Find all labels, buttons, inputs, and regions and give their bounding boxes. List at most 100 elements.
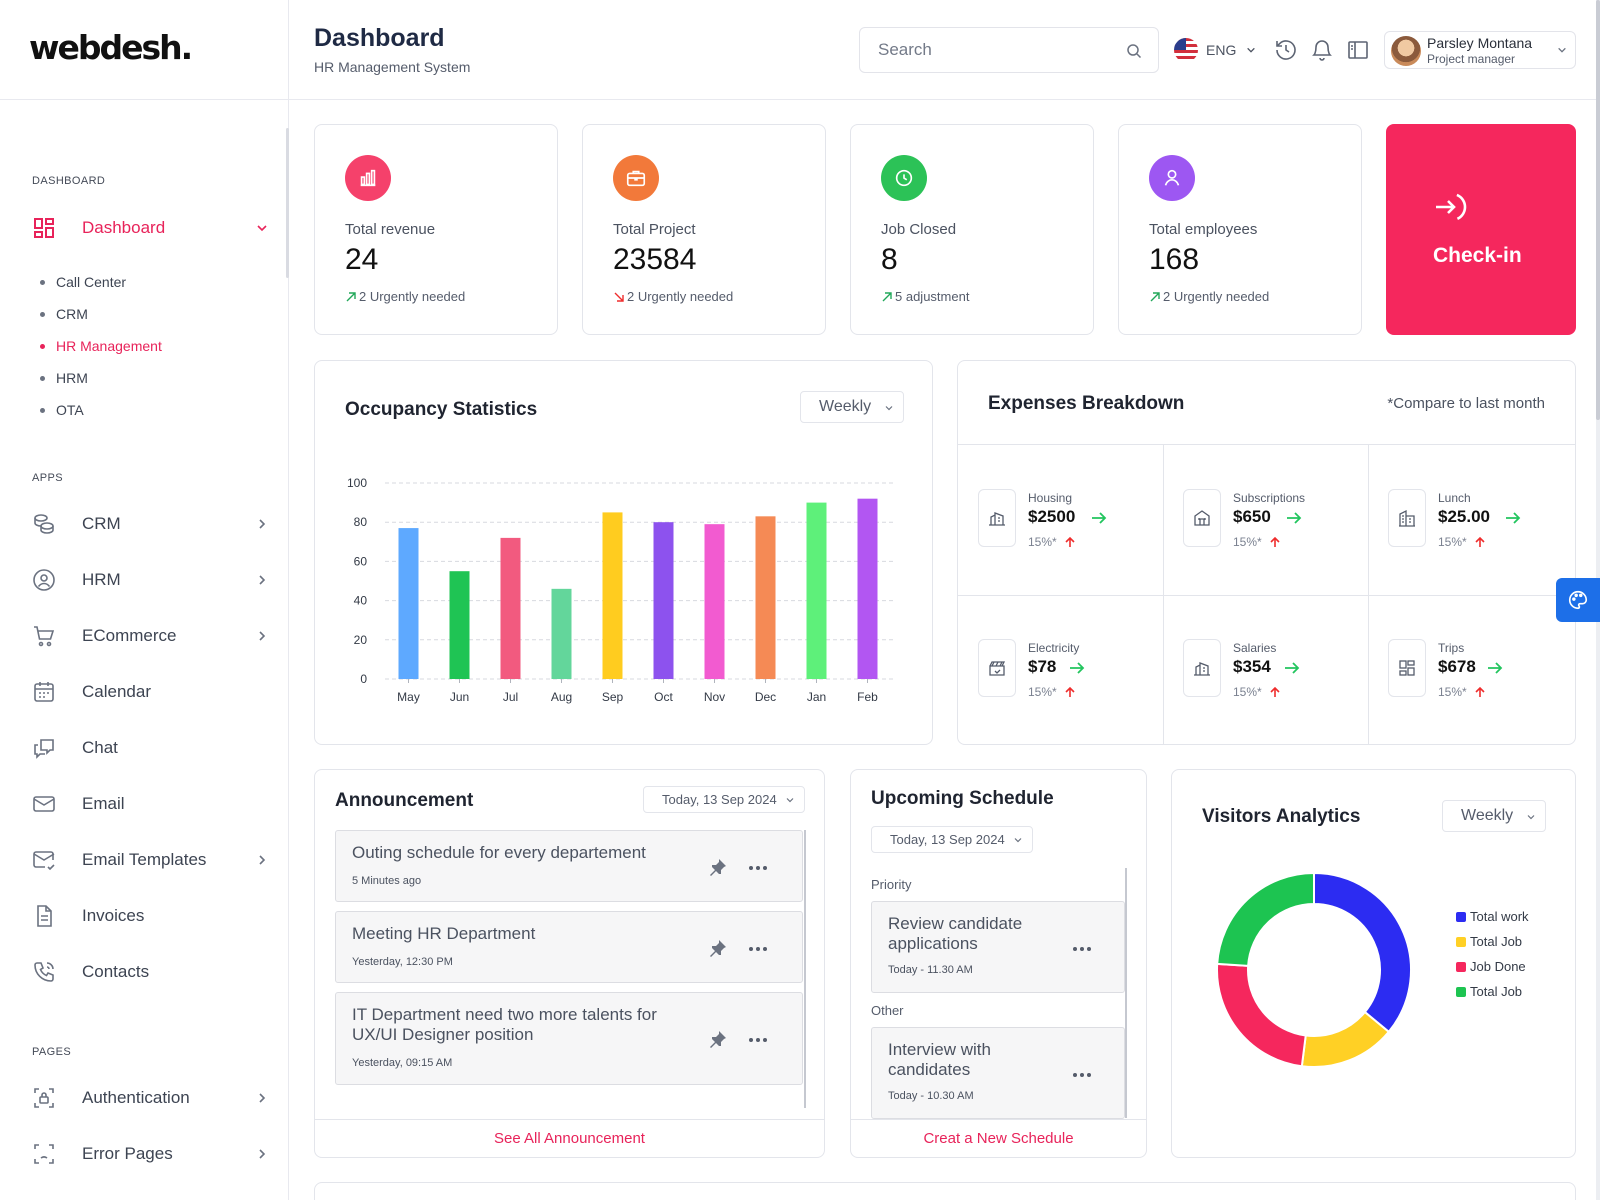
sidebar-item-crm[interactable]: CRM <box>32 507 268 541</box>
list-scrollbar[interactable] <box>804 830 806 1108</box>
sub-item-label: OTA <box>56 402 84 418</box>
sidebar-item-label: Email Templates <box>82 850 207 869</box>
x-tick-label: Feb <box>857 690 878 704</box>
expense-label: Housing <box>1028 491 1073 505</box>
sidebar-toggle-icon[interactable] <box>1346 38 1370 62</box>
stat-card-employees: Total employees 168 2 Urgently needed <box>1118 124 1362 335</box>
palette-icon <box>1569 590 1588 610</box>
more-options-icon[interactable] <box>748 946 768 952</box>
stat-icon-circle <box>345 155 391 201</box>
check-in-button[interactable]: Check-in <box>1386 124 1576 335</box>
cart-icon <box>34 626 55 647</box>
logo-area: webdesh. <box>0 0 288 100</box>
arrow-right-icon <box>1488 662 1503 674</box>
chat-icon <box>34 739 54 759</box>
more-options-icon[interactable] <box>748 865 768 871</box>
expense-percent: 15%* <box>1028 685 1057 699</box>
lock-scan-icon <box>34 1088 54 1108</box>
announcement-item[interactable]: Meeting HR Department Yesterday, 12:30 P… <box>335 911 803 983</box>
language-selector[interactable]: ENG <box>1174 38 1256 62</box>
stat-value: 168 <box>1149 243 1200 276</box>
expense-value: $25.00 <box>1438 507 1490 526</box>
create-schedule-link[interactable]: Creat a New Schedule <box>851 1119 1146 1157</box>
trend-up-icon <box>1150 291 1160 301</box>
sidebar-item-ecommerce[interactable]: ECommerce <box>32 619 268 653</box>
sub-item-label: HR Management <box>56 338 162 354</box>
period-dropdown[interactable]: Weekly <box>800 391 904 423</box>
search-input[interactable] <box>878 40 1118 60</box>
legend-label: Job Done <box>1470 959 1526 974</box>
avatar <box>1391 36 1421 66</box>
see-all-announcement-link[interactable]: See All Announcement <box>315 1119 824 1157</box>
pin-icon[interactable] <box>708 938 728 958</box>
donut-slice <box>1313 871 1412 1034</box>
announcement-item[interactable]: Outing schedule for every departement 5 … <box>335 830 803 902</box>
theme-customizer-button[interactable] <box>1556 578 1600 622</box>
period-dropdown[interactable]: Weekly <box>1442 800 1546 832</box>
sidebar-item-error-pages[interactable]: Error Pages <box>32 1137 268 1171</box>
legend-swatch <box>1456 911 1466 922</box>
expense-electricity[interactable]: Electricity $78 15%* <box>958 595 1163 745</box>
expense-lunch[interactable]: Lunch $25.00 15%* <box>1368 445 1573 595</box>
expense-salaries[interactable]: Salaries $354 15%* <box>1163 595 1368 745</box>
sidebar-item-email[interactable]: Email <box>32 787 268 821</box>
bar-chart-icon <box>360 169 376 187</box>
sidebar-item-label: Email <box>82 794 125 813</box>
bar <box>755 516 776 679</box>
expense-label: Trips <box>1438 641 1465 655</box>
y-tick-label: 40 <box>354 594 368 608</box>
sub-item-hr-management[interactable]: HR Management <box>40 338 162 354</box>
sub-item-hrm[interactable]: HRM <box>40 370 88 386</box>
sidebar-item-hrm[interactable]: HRM <box>32 563 268 597</box>
sub-item-crm[interactable]: CRM <box>40 306 88 322</box>
announcement-item[interactable]: IT Department need two more talents for … <box>335 992 803 1085</box>
sidebar-item-chat[interactable]: Chat <box>32 731 268 765</box>
expense-value: $678 <box>1438 657 1476 676</box>
date-dropdown[interactable]: Today, 13 Sep 2024 <box>643 786 805 813</box>
brand-logo[interactable]: webdesh. <box>29 28 193 67</box>
sidebar-item-calendar[interactable]: Calendar <box>32 675 268 709</box>
schedule-item[interactable]: Review candidate applications Today - 11… <box>871 901 1125 993</box>
search-icon[interactable] <box>1126 43 1142 59</box>
bullet-icon <box>40 343 45 349</box>
list-scrollbar[interactable] <box>1125 868 1127 1118</box>
sub-item-call-center[interactable]: Call Center <box>40 274 126 290</box>
sidebar-scrollbar[interactable] <box>286 128 289 278</box>
donut-slice <box>1216 962 1307 1068</box>
schedule-item[interactable]: Interview with candidates Today - 10.30 … <box>871 1027 1125 1119</box>
bar <box>653 522 674 679</box>
arrow-up-icon <box>1065 536 1075 547</box>
bar <box>806 502 827 679</box>
sidebar-item-label: Error Pages <box>82 1144 173 1163</box>
user-menu[interactable]: Parsley Montana Project manager <box>1384 31 1576 69</box>
sidebar-item-email-templates[interactable]: Email Templates <box>32 843 268 877</box>
sidebar-item-label: Invoices <box>82 906 145 925</box>
arrow-up-icon <box>1475 686 1485 697</box>
bell-icon[interactable] <box>1310 38 1334 62</box>
more-options-icon[interactable] <box>1072 946 1092 952</box>
pin-icon[interactable] <box>708 857 728 877</box>
priority-label: Priority <box>871 877 912 892</box>
page-scrollbar-thumb[interactable] <box>1596 0 1600 420</box>
stat-card-revenue: Total revenue 24 2 Urgently needed <box>314 124 558 335</box>
date-dropdown[interactable]: Today, 13 Sep 2024 <box>871 826 1033 853</box>
expenses-header: Expenses Breakdown *Compare to last mont… <box>958 361 1575 445</box>
search-box[interactable] <box>859 27 1159 73</box>
sidebar-item-dashboard[interactable]: Dashboard <box>32 211 268 245</box>
expense-subscriptions[interactable]: Subscriptions $650 15%* <box>1163 445 1368 595</box>
history-icon[interactable] <box>1274 38 1298 62</box>
building-icon <box>978 489 1016 547</box>
more-options-icon[interactable] <box>748 1037 768 1043</box>
sidebar-item-invoices[interactable]: Invoices <box>32 899 268 933</box>
grid-icon <box>1388 639 1426 697</box>
bottom-card <box>314 1182 1576 1200</box>
sidebar-item-authentication[interactable]: Authentication <box>32 1081 268 1115</box>
expense-label: Subscriptions <box>1233 491 1306 505</box>
legend-item: Job Done <box>1456 959 1526 974</box>
more-options-icon[interactable] <box>1072 1072 1092 1078</box>
expense-trips[interactable]: Trips $678 15%* <box>1368 595 1573 745</box>
sidebar-item-contacts[interactable]: Contacts <box>32 955 268 989</box>
expense-housing[interactable]: Housing $2500 15%* <box>958 445 1163 595</box>
sub-item-ota[interactable]: OTA <box>40 402 84 418</box>
pin-icon[interactable] <box>708 1029 728 1049</box>
